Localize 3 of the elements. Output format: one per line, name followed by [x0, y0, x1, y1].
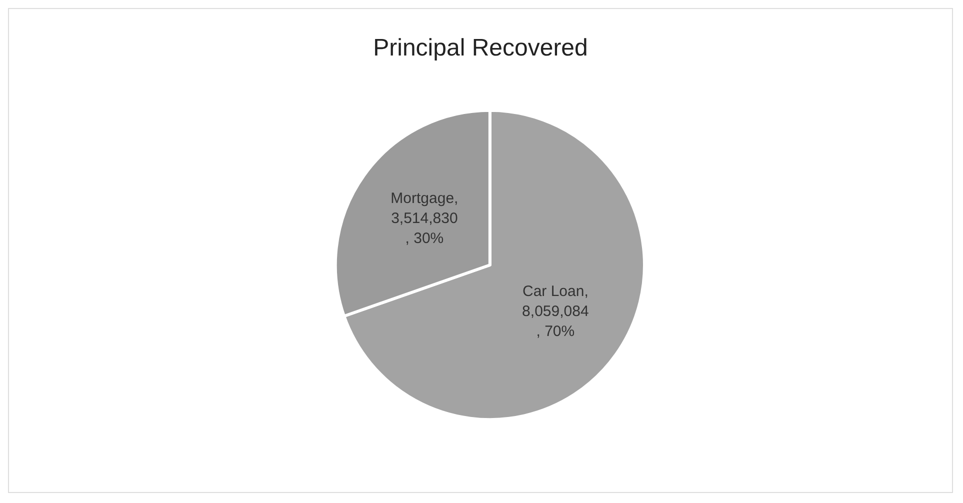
slice-label: Mortgage, 3,514,830, 30% — [390, 190, 458, 248]
slice-label: Car Loan, 8,059,084, 70% — [522, 282, 589, 340]
chart-title: Principal Recovered — [373, 34, 588, 62]
